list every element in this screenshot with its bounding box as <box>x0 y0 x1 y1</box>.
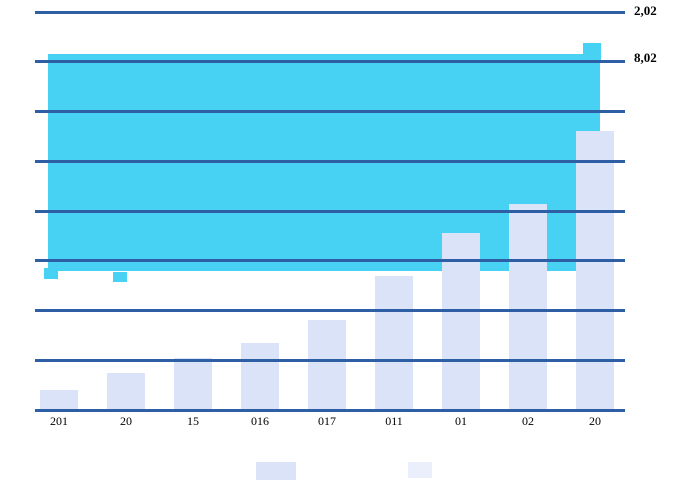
bar <box>308 320 346 410</box>
x-tick-label: 15 <box>187 414 199 428</box>
x-tick-label: 20 <box>120 414 132 428</box>
bar <box>40 390 78 410</box>
gridline <box>35 60 625 64</box>
gridline <box>35 259 625 263</box>
bar <box>241 342 279 410</box>
x-tick-label: 02 <box>522 414 534 428</box>
value-label: 8,02 <box>634 49 657 65</box>
value-label: 2,02 <box>634 2 657 18</box>
bar <box>509 203 547 410</box>
cyan-mark <box>112 271 127 283</box>
gridline <box>35 309 625 312</box>
x-tick-label: 017 <box>318 414 336 428</box>
x-tick-label: 016 <box>251 414 269 428</box>
bar <box>576 131 614 410</box>
bar <box>375 275 413 410</box>
bar <box>174 357 212 410</box>
gridline <box>35 358 625 362</box>
gridline <box>35 110 625 113</box>
x-tick-label: 011 <box>385 414 403 428</box>
bar <box>442 233 480 410</box>
gridline <box>35 209 625 213</box>
legend-swatch <box>408 462 432 478</box>
x-tick-label: 20 <box>589 414 601 428</box>
bar <box>107 372 145 410</box>
gridline <box>35 159 625 163</box>
legend-swatch <box>256 462 296 480</box>
x-tick-label: 201 <box>50 414 68 428</box>
gridline <box>35 10 625 14</box>
cyan-mark <box>44 268 58 280</box>
x-tick-label: 01 <box>455 414 467 428</box>
cyan-mark <box>583 43 602 63</box>
gridline <box>35 408 625 412</box>
